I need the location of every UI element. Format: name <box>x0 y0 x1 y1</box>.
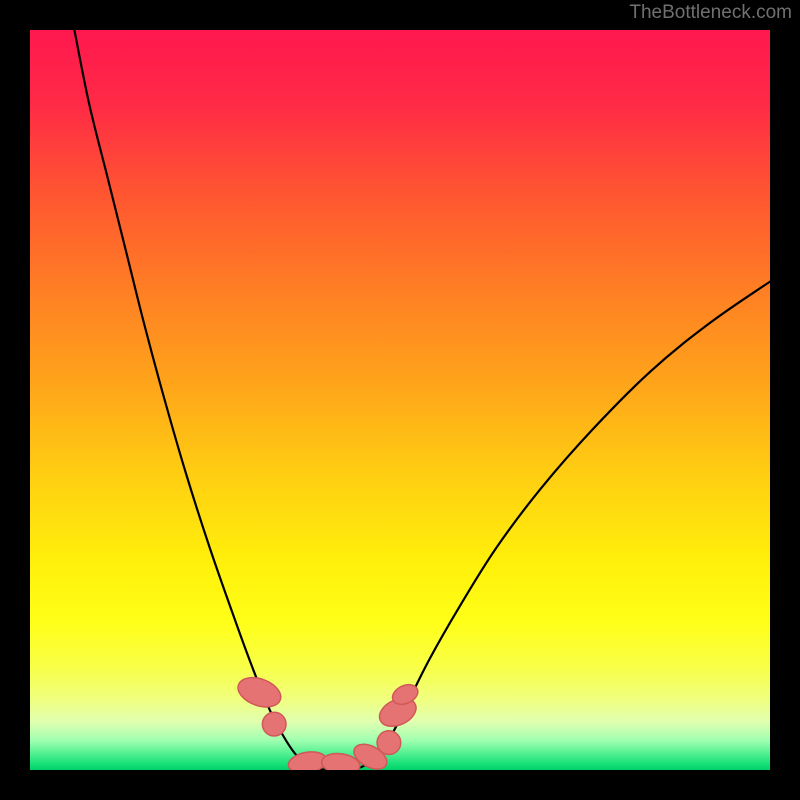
marker-5 <box>377 731 401 755</box>
watermark-label: TheBottleneck.com <box>629 2 792 24</box>
chart-canvas: TheBottleneck.com <box>0 0 800 800</box>
plot-area <box>30 30 770 770</box>
marker-1 <box>262 712 286 736</box>
gradient-background <box>30 30 770 770</box>
bottleneck-chart <box>30 30 770 770</box>
